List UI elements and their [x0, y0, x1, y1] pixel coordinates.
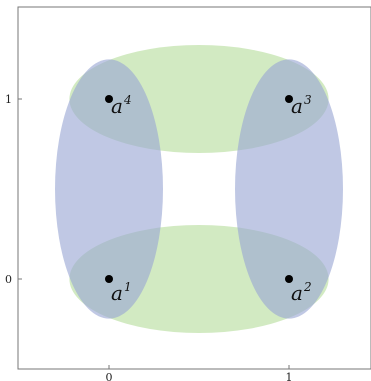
point-label-a2: a2	[291, 280, 312, 305]
point-label-a1: a1	[111, 280, 132, 305]
y-tick-label-1: 1	[5, 93, 12, 106]
plot-frame	[17, 6, 371, 370]
point-label-a4: a4	[111, 93, 132, 118]
ellipse-left	[55, 59, 163, 319]
point-a4	[105, 95, 113, 103]
point-label-a3: a3	[291, 93, 312, 118]
y-tick-label-0: 0	[5, 273, 12, 286]
point-a1	[105, 275, 113, 283]
point-a3	[285, 95, 293, 103]
point-layer: a1 a2 a3 a4	[105, 93, 312, 305]
x-tick-label-1: 1	[286, 371, 293, 381]
point-a2	[285, 275, 293, 283]
tick-layer: 0 1 0 1	[5, 93, 293, 381]
ellipse-layer	[55, 45, 343, 333]
x-tick-label-0: 0	[106, 371, 113, 381]
ellipse-right	[235, 59, 343, 319]
